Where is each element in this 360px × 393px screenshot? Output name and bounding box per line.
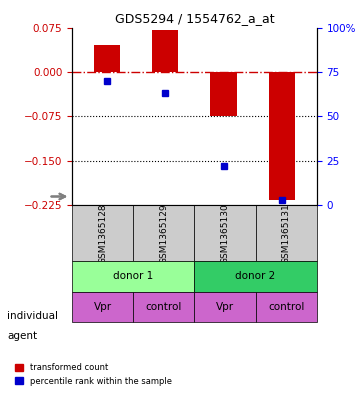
Text: GSM1365128: GSM1365128: [98, 203, 107, 264]
Text: control: control: [268, 302, 305, 312]
Text: GSM1365129: GSM1365129: [159, 203, 168, 264]
FancyBboxPatch shape: [194, 292, 256, 322]
FancyBboxPatch shape: [72, 261, 194, 292]
Title: GDS5294 / 1554762_a_at: GDS5294 / 1554762_a_at: [114, 12, 274, 25]
Text: GSM1365130: GSM1365130: [220, 203, 230, 264]
Text: agent: agent: [7, 331, 37, 341]
Text: Vpr: Vpr: [94, 302, 112, 312]
FancyBboxPatch shape: [72, 292, 133, 322]
Text: donor 1: donor 1: [113, 272, 153, 281]
FancyBboxPatch shape: [194, 261, 317, 292]
FancyBboxPatch shape: [256, 206, 317, 261]
Text: individual: individual: [7, 311, 58, 321]
Text: GSM1365131: GSM1365131: [282, 203, 291, 264]
FancyBboxPatch shape: [72, 206, 133, 261]
Legend: transformed count, percentile rank within the sample: transformed count, percentile rank withi…: [12, 360, 175, 389]
Bar: [211, 72, 237, 116]
Text: donor 2: donor 2: [235, 272, 276, 281]
Text: control: control: [145, 302, 182, 312]
FancyBboxPatch shape: [256, 292, 317, 322]
Bar: [269, 72, 295, 200]
Text: Vpr: Vpr: [216, 302, 234, 312]
FancyBboxPatch shape: [133, 292, 194, 322]
Bar: [94, 45, 120, 72]
FancyBboxPatch shape: [194, 206, 256, 261]
FancyBboxPatch shape: [133, 206, 194, 261]
Bar: [152, 31, 178, 72]
